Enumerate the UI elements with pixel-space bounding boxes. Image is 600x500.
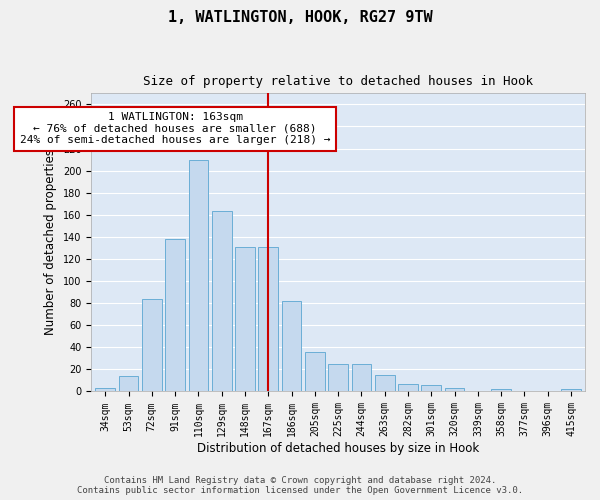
Text: 1 WATLINGTON: 163sqm
← 76% of detached houses are smaller (688)
24% of semi-deta: 1 WATLINGTON: 163sqm ← 76% of detached h… — [20, 112, 331, 146]
Bar — [259, 247, 278, 392]
Bar — [281, 301, 301, 392]
Bar — [421, 385, 441, 392]
Bar — [212, 212, 232, 392]
Bar — [305, 352, 325, 392]
Bar — [165, 239, 185, 392]
Bar — [491, 390, 511, 392]
Bar — [328, 364, 348, 392]
Title: Size of property relative to detached houses in Hook: Size of property relative to detached ho… — [143, 75, 533, 88]
Bar — [142, 298, 162, 392]
Text: 1, WATLINGTON, HOOK, RG27 9TW: 1, WATLINGTON, HOOK, RG27 9TW — [167, 10, 433, 25]
Bar — [445, 388, 464, 392]
X-axis label: Distribution of detached houses by size in Hook: Distribution of detached houses by size … — [197, 442, 479, 455]
Bar — [119, 376, 139, 392]
Bar — [352, 364, 371, 392]
Bar — [95, 388, 115, 392]
Bar — [188, 160, 208, 392]
Y-axis label: Number of detached properties: Number of detached properties — [44, 150, 58, 336]
Bar — [235, 247, 255, 392]
Bar — [561, 390, 581, 392]
Text: Contains HM Land Registry data © Crown copyright and database right 2024.
Contai: Contains HM Land Registry data © Crown c… — [77, 476, 523, 495]
Bar — [398, 384, 418, 392]
Bar — [375, 375, 395, 392]
